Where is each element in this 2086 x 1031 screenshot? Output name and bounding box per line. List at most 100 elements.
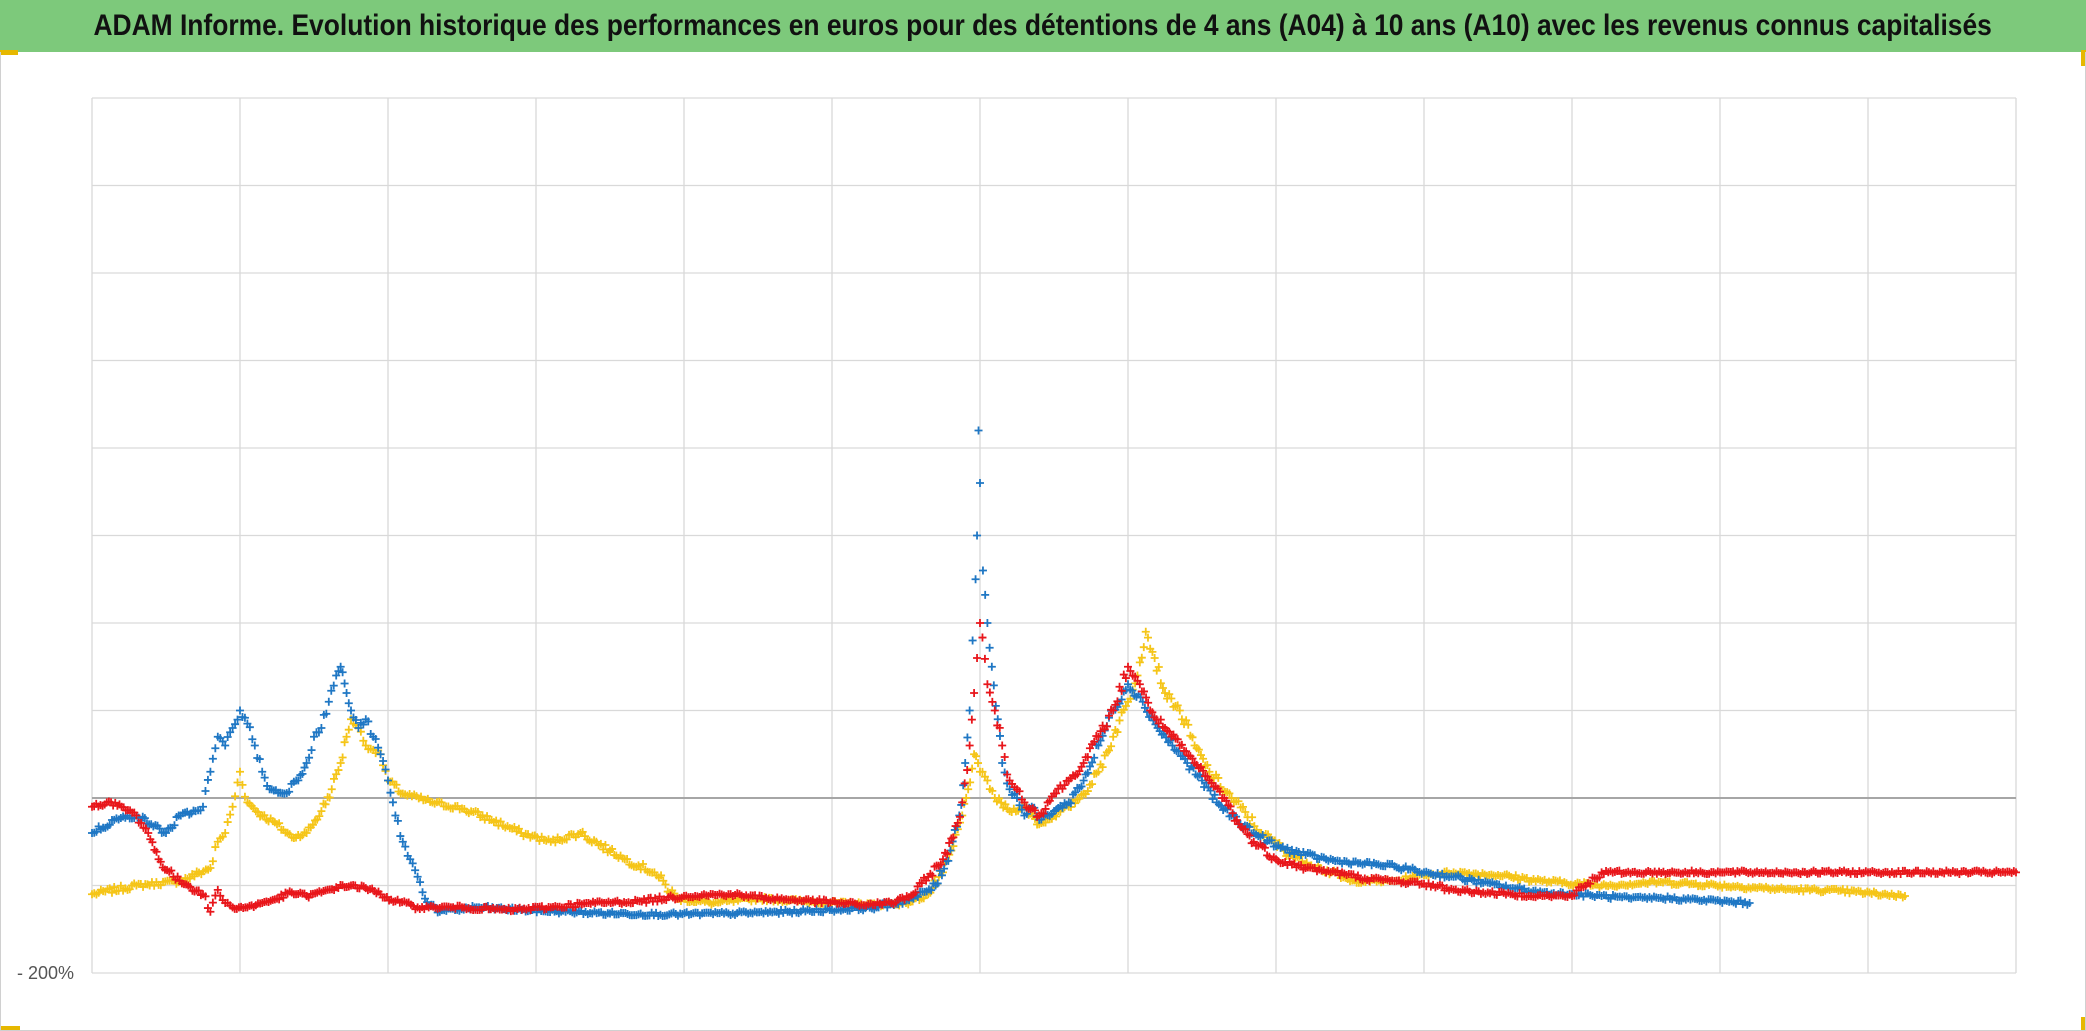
data-point-marker bbox=[965, 741, 974, 750]
data-point-marker bbox=[1182, 747, 1191, 756]
data-point-marker bbox=[943, 849, 952, 858]
data-point-marker bbox=[1104, 746, 1113, 755]
data-point-marker bbox=[940, 864, 949, 873]
data-point-marker bbox=[995, 794, 1004, 803]
data-point-marker bbox=[167, 866, 176, 875]
data-point-marker bbox=[105, 884, 114, 893]
data-point-marker bbox=[391, 811, 400, 820]
data-point-marker bbox=[1017, 805, 1026, 814]
data-point-marker bbox=[308, 820, 317, 829]
data-point-marker bbox=[408, 859, 417, 868]
data-point-marker bbox=[384, 776, 392, 785]
data-point-marker bbox=[1141, 627, 1150, 636]
data-point-marker bbox=[1135, 658, 1144, 667]
data-point-marker bbox=[997, 798, 1006, 807]
data-point-marker bbox=[317, 807, 326, 816]
corner-marker-top-right bbox=[2081, 50, 2086, 66]
data-point-marker bbox=[936, 860, 945, 869]
data-point-marker bbox=[989, 681, 998, 690]
data-point-marker bbox=[332, 671, 341, 680]
data-point-marker bbox=[340, 679, 349, 688]
data-point-marker bbox=[1124, 680, 1132, 689]
data-point-marker bbox=[913, 892, 922, 901]
data-point-marker bbox=[201, 786, 210, 795]
data-point-marker bbox=[228, 802, 237, 811]
data-point-marker bbox=[374, 743, 383, 752]
data-point-marker bbox=[381, 765, 390, 774]
data-point-marker bbox=[971, 575, 980, 584]
data-point-marker bbox=[105, 820, 114, 829]
data-point-marker bbox=[1586, 879, 1595, 888]
data-point-marker bbox=[260, 811, 269, 820]
data-point-marker bbox=[1104, 711, 1113, 720]
data-point-marker bbox=[1139, 687, 1148, 696]
data-point-marker bbox=[2012, 868, 2020, 877]
data-point-marker bbox=[1121, 674, 1130, 683]
data-point-marker bbox=[226, 810, 235, 819]
data-point-marker bbox=[416, 878, 425, 887]
data-point-marker bbox=[240, 713, 249, 722]
data-point-marker bbox=[302, 829, 311, 837]
data-point-marker bbox=[294, 776, 303, 785]
data-point-marker bbox=[359, 736, 368, 745]
data-point-marker bbox=[1203, 761, 1212, 770]
data-point-marker bbox=[305, 753, 314, 762]
data-point-marker bbox=[199, 802, 207, 811]
data-point-marker bbox=[1139, 643, 1148, 652]
data-point-marker bbox=[1241, 825, 1250, 834]
data-point-marker bbox=[972, 752, 981, 761]
data-point-marker bbox=[258, 767, 267, 776]
data-point-marker bbox=[998, 759, 1007, 767]
data-point-marker bbox=[961, 759, 970, 767]
data-point-marker bbox=[599, 845, 608, 854]
data-point-marker bbox=[657, 871, 666, 880]
chart-grid bbox=[91, 97, 2017, 974]
data-point-marker bbox=[1245, 822, 1254, 831]
data-point-marker bbox=[1156, 715, 1165, 724]
data-point-marker bbox=[338, 668, 347, 677]
data-point-marker bbox=[976, 619, 984, 627]
data-point-marker bbox=[334, 667, 343, 676]
data-point-marker bbox=[418, 888, 427, 897]
data-point-marker bbox=[917, 879, 926, 888]
data-point-marker bbox=[1094, 732, 1103, 741]
data-point-marker bbox=[974, 759, 983, 768]
data-point-marker bbox=[1131, 672, 1140, 681]
data-point-marker bbox=[1228, 809, 1237, 818]
data-point-marker bbox=[911, 888, 920, 897]
data-point-marker bbox=[1165, 727, 1174, 736]
data-point-marker bbox=[1267, 836, 1276, 845]
data-point-marker bbox=[233, 778, 242, 787]
data-point-marker bbox=[173, 872, 182, 881]
data-point-marker bbox=[344, 725, 353, 734]
data-point-marker bbox=[321, 800, 330, 809]
data-point-marker bbox=[1077, 782, 1086, 791]
data-point-marker bbox=[1066, 799, 1075, 808]
data-point-marker bbox=[956, 812, 965, 821]
data-point-marker bbox=[1083, 768, 1092, 777]
data-point-marker bbox=[413, 872, 422, 881]
data-point-marker bbox=[1297, 861, 1306, 870]
data-point-marker bbox=[223, 733, 232, 742]
corner-marker-bottom-left bbox=[0, 1026, 20, 1031]
data-point-marker bbox=[248, 735, 257, 744]
data-point-marker bbox=[213, 885, 222, 894]
data-point-marker bbox=[1205, 767, 1214, 776]
data-point-marker bbox=[514, 824, 523, 833]
data-point-marker bbox=[236, 767, 244, 776]
data-point-marker bbox=[1232, 816, 1241, 825]
data-point-marker bbox=[156, 857, 165, 866]
data-point-marker bbox=[1140, 703, 1149, 712]
data-point-marker bbox=[1238, 802, 1247, 811]
data-point-marker bbox=[1182, 716, 1191, 725]
data-point-marker bbox=[963, 766, 972, 775]
data-point-marker bbox=[496, 817, 505, 826]
data-point-marker bbox=[1109, 732, 1118, 741]
data-point-marker bbox=[206, 767, 215, 776]
data-point-marker bbox=[203, 775, 212, 784]
data-point-marker bbox=[1199, 754, 1208, 763]
data-point-marker bbox=[1115, 682, 1124, 691]
data-point-marker bbox=[107, 888, 116, 897]
data-point-marker bbox=[344, 699, 353, 708]
